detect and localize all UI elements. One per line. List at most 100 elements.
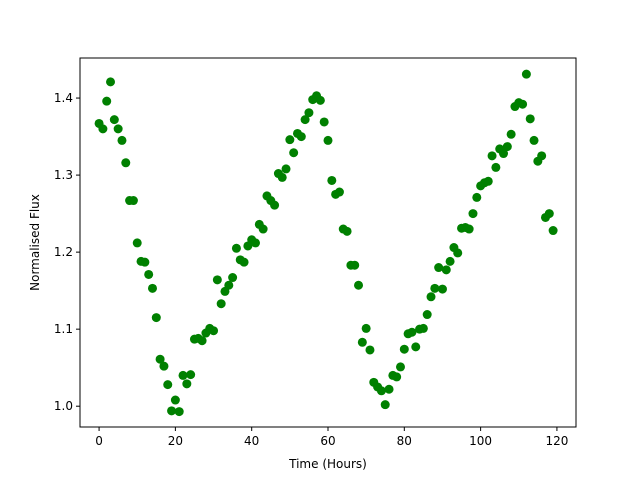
data-point: [186, 370, 196, 380]
x-tick-label: 20: [168, 434, 183, 448]
data-point: [315, 95, 325, 105]
data-point: [144, 269, 154, 279]
data-point: [178, 370, 188, 380]
x-tick-label: 60: [320, 434, 335, 448]
data-point: [285, 135, 295, 145]
data-point: [499, 149, 509, 159]
data-point: [117, 135, 127, 145]
y-tick-label: 1.2: [54, 245, 73, 259]
y-tick-label: 1.1: [54, 322, 73, 336]
data-point: [334, 187, 344, 197]
data-point: [434, 263, 444, 273]
data-point: [212, 275, 222, 285]
data-point: [151, 313, 161, 323]
data-point: [281, 164, 291, 174]
data-point: [357, 337, 367, 347]
data-point: [113, 124, 123, 134]
y-tick-label: 1.4: [54, 91, 73, 105]
data-point: [163, 380, 173, 390]
data-point: [128, 196, 138, 206]
x-tick-label: 120: [545, 434, 568, 448]
data-point: [407, 327, 417, 337]
data-point: [209, 326, 219, 336]
data-point: [98, 124, 108, 134]
data-point: [468, 209, 478, 219]
data-point: [327, 175, 337, 185]
data-point: [167, 406, 177, 416]
data-point: [525, 114, 535, 124]
x-tick-label: 80: [397, 434, 412, 448]
data-point: [521, 69, 531, 79]
data-point: [437, 284, 447, 294]
x-axis-label: Time (Hours): [288, 457, 367, 471]
data-point: [289, 148, 299, 158]
data-point: [529, 135, 539, 145]
data-point: [392, 372, 402, 382]
data-point: [453, 248, 463, 258]
x-axis-ticks: 0 20 40 60 80 100 120: [95, 427, 568, 448]
data-point: [109, 115, 119, 125]
data-point: [140, 257, 150, 267]
data-point: [361, 323, 371, 333]
data-point: [300, 115, 310, 125]
data-point: [376, 386, 386, 396]
data-points: [94, 69, 558, 417]
data-point: [224, 280, 234, 290]
data-point: [258, 224, 268, 234]
data-point: [430, 283, 440, 293]
data-point: [155, 354, 165, 364]
data-point: [544, 209, 554, 219]
data-point: [354, 280, 364, 290]
data-point: [239, 257, 249, 267]
data-point: [216, 299, 226, 309]
y-axis-label: Normalised Flux: [28, 194, 42, 291]
y-tick-label: 1.0: [54, 399, 73, 413]
data-point: [506, 129, 516, 139]
data-point: [174, 407, 184, 417]
data-point: [323, 135, 333, 145]
data-point: [102, 96, 112, 106]
data-point: [422, 310, 432, 320]
x-tick-label: 0: [95, 434, 103, 448]
data-point: [159, 361, 169, 371]
data-point: [399, 344, 409, 354]
data-point: [296, 132, 306, 142]
data-point: [319, 117, 329, 127]
data-point: [483, 176, 493, 186]
data-point: [418, 323, 428, 333]
data-point: [277, 172, 287, 182]
data-point: [537, 151, 547, 161]
data-point: [106, 77, 116, 87]
data-point: [342, 226, 352, 236]
data-point: [518, 99, 528, 109]
data-point: [182, 379, 192, 389]
data-point: [197, 336, 207, 346]
x-tick-label: 100: [469, 434, 492, 448]
data-point: [384, 384, 394, 394]
data-point: [251, 238, 261, 248]
y-tick-label: 1.3: [54, 168, 73, 182]
data-point: [231, 243, 241, 253]
data-point: [472, 192, 482, 202]
data-point: [132, 238, 142, 248]
data-point: [121, 158, 131, 168]
data-point: [487, 151, 497, 161]
data-point: [445, 256, 455, 266]
data-point: [350, 260, 360, 270]
data-point: [270, 200, 280, 210]
data-point: [395, 362, 405, 372]
data-point: [548, 226, 558, 236]
data-point: [491, 162, 501, 172]
data-point: [170, 395, 180, 405]
y-axis-ticks: 1.0 1.1 1.2 1.3 1.4: [54, 91, 80, 413]
data-point: [502, 142, 512, 152]
data-point: [464, 224, 474, 234]
data-point: [365, 345, 375, 355]
data-point: [228, 273, 238, 283]
x-tick-label: 40: [244, 434, 259, 448]
data-point: [441, 265, 451, 275]
data-point: [147, 283, 157, 293]
data-point: [426, 292, 436, 302]
data-point: [411, 342, 421, 352]
